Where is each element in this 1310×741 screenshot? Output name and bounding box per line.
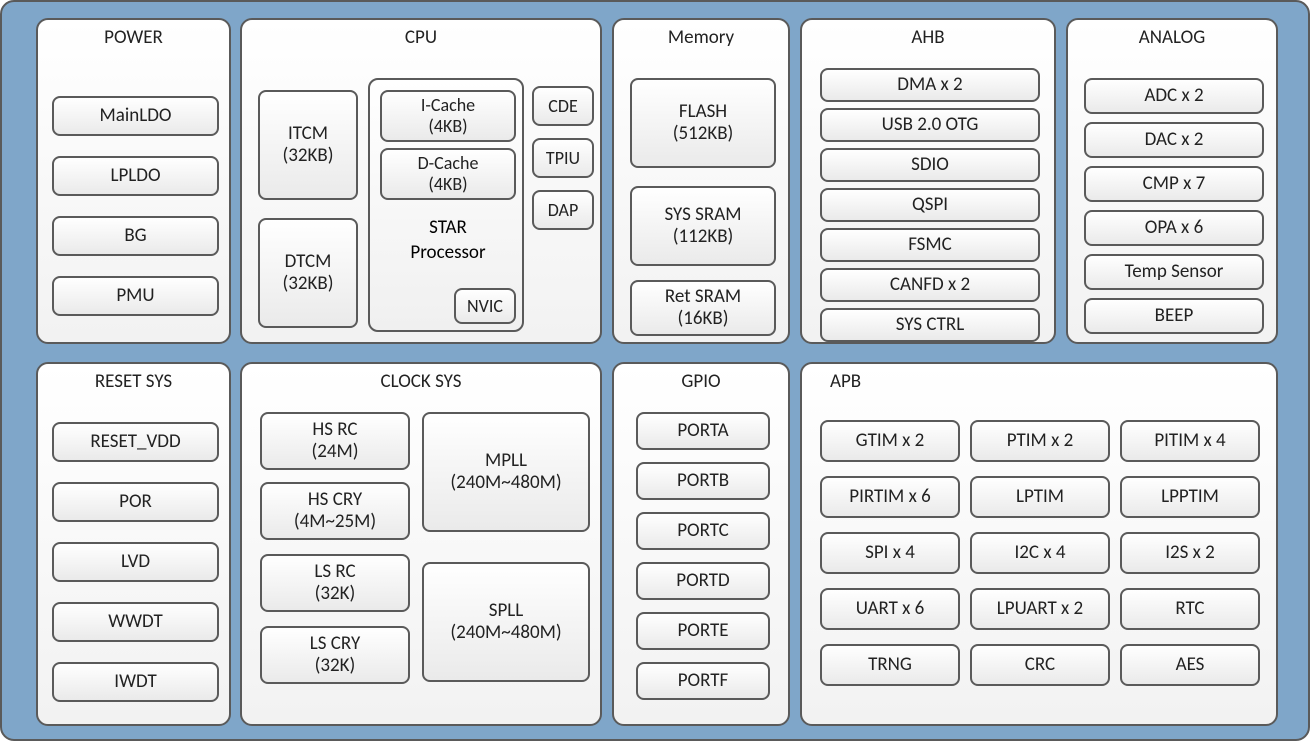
cell-dac: DAC x 2 [1084,122,1264,158]
group-title-analog: ANALOG [1068,20,1276,49]
cell-pirtim: PIRTIM x 6 [820,476,960,518]
cell-itcm: ITCM (32KB) [258,90,358,200]
cell-portf: PORTF [636,662,770,700]
cell-flash: FLASH (512KB) [630,78,776,168]
group-title-power: POWER [38,20,229,49]
group-memory: Memory FLASH (512KB) SYS SRAM (112KB) Re… [612,18,790,344]
group-analog: ANALOG ADC x 2 DAC x 2 CMP x 7 OPA x 6 T… [1066,18,1278,344]
cell-wwdt: WWDT [52,602,219,642]
cell-retsram: Ret SRAM (16KB) [630,280,776,336]
cell-opa: OPA x 6 [1084,210,1264,246]
cell-mainldo: MainLDO [52,96,219,136]
group-reset: RESET SYS RESET_VDD POR LVD WWDT IWDT [36,362,231,726]
group-title-clock: CLOCK SYS [242,364,600,393]
group-title-gpio: GPIO [614,364,788,393]
cell-lpldo: LPLDO [52,156,219,196]
cell-portc: PORTC [636,512,770,550]
cell-crc: CRC [970,644,1110,686]
cell-uart: UART x 6 [820,588,960,630]
cell-spi: SPI x 4 [820,532,960,574]
cell-aes: AES [1120,644,1260,686]
cell-cde: CDE [532,86,594,126]
cell-portd: PORTD [636,562,770,600]
cell-iwdt: IWDT [52,662,219,702]
cell-icache: I-Cache (4KB) [380,90,516,142]
cell-pmu: PMU [52,276,219,316]
group-title-memory: Memory [614,20,788,49]
cell-dcache: D-Cache (4KB) [380,148,516,200]
cpu-star-container: I-Cache (4KB) D-Cache (4KB) STAR Process… [368,78,524,332]
group-ahb: AHB DMA x 2 USB 2.0 OTG SDIO QSPI FSMC C… [800,18,1056,344]
cell-resetvdd: RESET_VDD [52,422,219,462]
cell-por: POR [52,482,219,522]
cell-dma: DMA x 2 [820,68,1040,102]
cell-tpiu: TPIU [532,138,594,178]
cell-trng: TRNG [820,644,960,686]
group-apb: APB GTIM x 2 PTIM x 2 PITIM x 4 PIRTIM x… [800,362,1278,726]
cell-i2c: I2C x 4 [970,532,1110,574]
cell-qspi: QSPI [820,188,1040,222]
cell-hsrc: HS RC (24M) [260,412,410,470]
cell-lpptim: LPPTIM [1120,476,1260,518]
mcu-block-diagram: POWER MainLDO LPLDO BG PMU CPU ITCM (32K… [0,0,1310,741]
cell-i2s: I2S x 2 [1120,532,1260,574]
cell-pitim: PITIM x 4 [1120,420,1260,462]
cell-usb: USB 2.0 OTG [820,108,1040,142]
group-clock: CLOCK SYS HS RC (24M) HS CRY (4M~25M) LS… [240,362,602,726]
cell-sysctrl: SYS CTRL [820,308,1040,342]
cell-adc: ADC x 2 [1084,78,1264,114]
cell-portb: PORTB [636,462,770,500]
cell-fsmc: FSMC [820,228,1040,262]
cell-cmp: CMP x 7 [1084,166,1264,202]
cell-lptim: LPTIM [970,476,1110,518]
cell-beep: BEEP [1084,298,1264,334]
cell-dap: DAP [532,190,594,230]
cell-ptim: PTIM x 2 [970,420,1110,462]
cell-nvic: NVIC [454,288,516,324]
cell-spll: SPLL (240M~480M) [422,562,590,682]
label-star-processor: STAR Processor [370,216,526,265]
cell-temp: Temp Sensor [1084,254,1264,290]
group-gpio: GPIO PORTA PORTB PORTC PORTD PORTE PORTF [612,362,790,726]
cell-rtc: RTC [1120,588,1260,630]
cell-porte: PORTE [636,612,770,650]
group-title-cpu: CPU [242,20,600,49]
cell-sdio: SDIO [820,148,1040,182]
cell-hscry: HS CRY (4M~25M) [260,482,410,540]
cell-dtcm: DTCM (32KB) [258,218,358,328]
cell-porta: PORTA [636,412,770,450]
cell-lpuart: LPUART x 2 [970,588,1110,630]
cell-gtim: GTIM x 2 [820,420,960,462]
group-title-apb: APB [802,364,1276,393]
cell-syssram: SYS SRAM (112KB) [630,186,776,266]
cell-lvd: LVD [52,542,219,582]
cell-mpll: MPLL (240M~480M) [422,412,590,532]
group-title-reset: RESET SYS [38,364,229,393]
group-title-ahb: AHB [802,20,1054,49]
group-power: POWER MainLDO LPLDO BG PMU [36,18,231,344]
cell-lscry: LS CRY (32K) [260,626,410,684]
cell-canfd: CANFD x 2 [820,268,1040,302]
cell-bg: BG [52,216,219,256]
group-cpu: CPU ITCM (32KB) DTCM (32KB) I-Cache (4KB… [240,18,602,344]
cell-lsrc: LS RC (32K) [260,554,410,612]
